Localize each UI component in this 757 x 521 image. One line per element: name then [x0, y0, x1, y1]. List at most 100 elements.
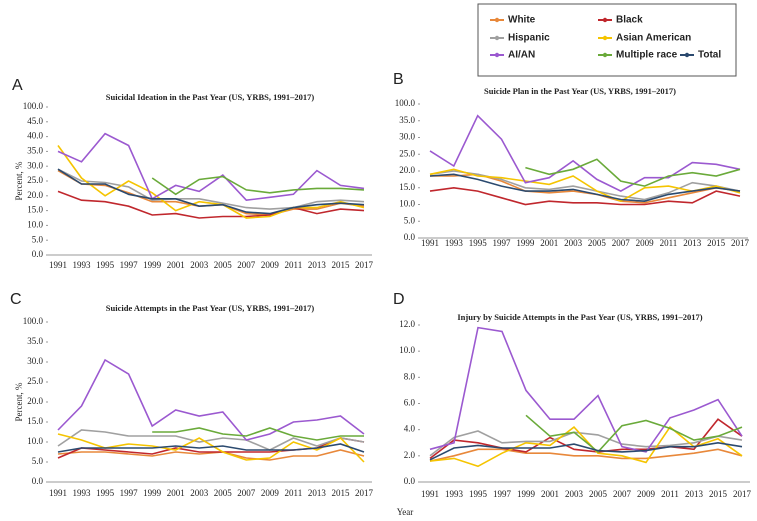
- x-tick-label: 2001: [540, 238, 558, 248]
- y-tick-label: 10.0: [399, 199, 415, 209]
- x-tick-label: 1993: [73, 260, 92, 270]
- x-tick-label: 1991: [421, 238, 439, 248]
- y-tick-label: 30.0: [399, 132, 415, 142]
- x-tick-label: 2009: [637, 489, 656, 499]
- x-tick-label: 2001: [167, 488, 185, 498]
- x-tick-label: 2005: [589, 489, 608, 499]
- x-tick-label: 1997: [120, 260, 139, 270]
- y-tick-label: 0.0: [32, 249, 44, 259]
- x-tick-label: 2009: [261, 488, 280, 498]
- y-axis-label: Percent, %: [14, 161, 24, 200]
- x-tick-label: 2005: [214, 260, 233, 270]
- legend-marker: [684, 52, 690, 58]
- legend-marker: [602, 17, 608, 23]
- panel-label: B: [393, 71, 404, 88]
- y-tick-label: 20.0: [27, 396, 43, 406]
- x-tick-label: 1993: [73, 488, 92, 498]
- x-tick-label: 2003: [190, 260, 209, 270]
- x-tick-label: 1993: [445, 489, 464, 499]
- y-tick-label: 15.0: [27, 205, 43, 215]
- series-line: [525, 158, 741, 187]
- y-tick-label: 35.0: [27, 336, 43, 346]
- legend-label: AI/AN: [508, 50, 535, 61]
- x-tick-label: 2001: [541, 489, 559, 499]
- series-line: [525, 414, 743, 453]
- y-tick-label: 20.0: [27, 190, 43, 200]
- x-tick-label: 1995: [469, 238, 488, 248]
- x-tick-label: 2015: [707, 238, 726, 248]
- panel-label: A: [12, 77, 23, 94]
- series-line: [151, 175, 365, 196]
- x-tick-label: 1997: [493, 238, 512, 248]
- y-tick-label: 0.0: [404, 232, 416, 242]
- series-line: [57, 168, 365, 210]
- x-tick-label: 2003: [564, 238, 583, 248]
- x-tick-label: 1997: [493, 489, 512, 499]
- y-tick-label: 35.0: [399, 115, 415, 125]
- x-tick-label: 2003: [565, 489, 584, 499]
- x-tick-label: 1995: [469, 489, 488, 499]
- panel-label: C: [10, 291, 22, 308]
- series-line: [57, 132, 365, 202]
- x-tick-label: 2013: [685, 489, 704, 499]
- x-tick-label: 2005: [588, 238, 607, 248]
- y-tick-label: 5.0: [404, 215, 416, 225]
- x-tick-label: 2009: [261, 260, 280, 270]
- y-tick-label: 12.0: [399, 319, 415, 329]
- y-tick-label: 2.0: [404, 450, 416, 460]
- x-axis-label: Year: [397, 507, 414, 517]
- chart-title: Injury by Suicide Attempts in the Past Y…: [457, 312, 702, 322]
- series-line: [429, 441, 743, 461]
- x-tick-label: 2015: [331, 488, 350, 498]
- panel-label: D: [393, 291, 405, 308]
- x-tick-label: 1991: [49, 260, 67, 270]
- series-line: [152, 427, 364, 441]
- series-line: [429, 448, 743, 462]
- series-line: [429, 170, 741, 201]
- chart-title: Suicidal Ideation in the Past Year (US, …: [106, 92, 315, 102]
- series-line: [57, 145, 365, 219]
- series-line: [57, 168, 365, 215]
- series-line: [429, 418, 743, 460]
- legend-label: Hispanic: [508, 33, 550, 44]
- x-tick-label: 1991: [49, 488, 67, 498]
- legend-label: Multiple race: [616, 50, 678, 61]
- legend-marker: [494, 52, 500, 58]
- x-tick-label: 2011: [285, 488, 303, 498]
- x-tick-label: 2017: [355, 260, 374, 270]
- x-tick-label: 1999: [143, 488, 162, 498]
- x-tick-label: 2009: [636, 238, 655, 248]
- series-line: [57, 449, 365, 461]
- legend-box: [477, 3, 737, 77]
- x-tick-label: 2015: [331, 260, 350, 270]
- x-tick-label: 1999: [517, 489, 536, 499]
- series-line: [57, 443, 365, 453]
- y-tick-label: 25.0: [27, 175, 43, 185]
- x-tick-label: 2007: [613, 489, 632, 499]
- y-tick-label: 20.0: [399, 165, 415, 175]
- series-line: [429, 425, 743, 468]
- series-line: [429, 326, 743, 453]
- x-tick-label: 2007: [612, 238, 631, 248]
- y-tick-label: 45.0: [27, 116, 43, 126]
- chart-title: Suicide Plan in the Past Year (US, YRBS,…: [484, 86, 676, 96]
- y-tick-label: 15.0: [27, 416, 43, 426]
- x-tick-label: 2007: [237, 260, 256, 270]
- x-tick-label: 2013: [683, 238, 702, 248]
- y-tick-label: 10.0: [27, 219, 43, 229]
- y-tick-label: 100.0: [395, 98, 416, 108]
- x-tick-label: 2017: [355, 488, 374, 498]
- y-tick-label: 10.0: [27, 436, 43, 446]
- y-tick-label: 8.0: [404, 371, 416, 381]
- series-line: [429, 114, 741, 193]
- x-tick-label: 2013: [308, 488, 327, 498]
- x-tick-label: 1995: [96, 488, 115, 498]
- y-tick-label: 100.0: [23, 316, 44, 326]
- y-tick-label: 100.0: [23, 101, 44, 111]
- x-tick-label: 1991: [421, 489, 439, 499]
- x-tick-label: 2011: [660, 238, 678, 248]
- y-tick-label: 0.0: [32, 476, 44, 486]
- legend-label: Total: [698, 50, 721, 61]
- legend-marker: [494, 35, 500, 41]
